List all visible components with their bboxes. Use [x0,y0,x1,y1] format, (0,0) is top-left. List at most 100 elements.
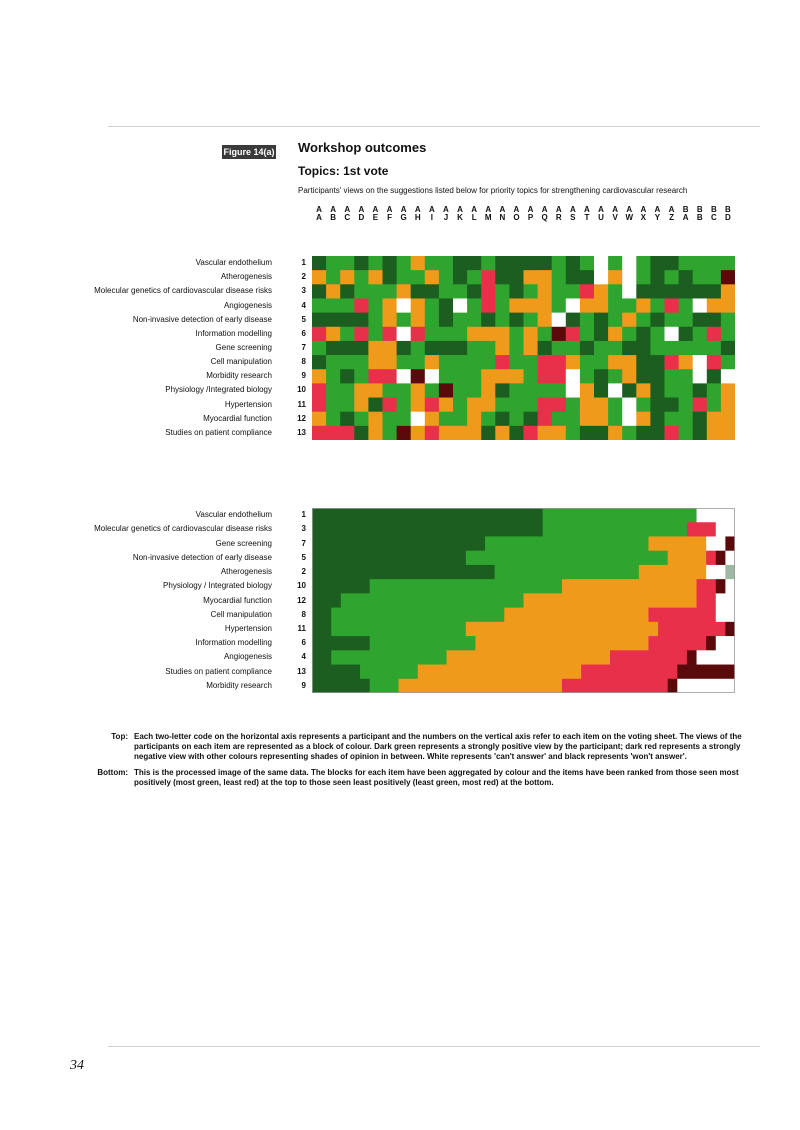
caption-bottom: Bottom: This is the processed image of t… [90,768,750,788]
heatmap-cell [565,411,581,427]
aggregate-segment [715,636,735,651]
heatmap-cell [565,256,581,271]
heatmap-cell [650,355,665,370]
heatmap-cell [720,340,735,356]
heatmap-cell [608,256,623,271]
col-letter-bottom: D [725,213,731,222]
heatmap-cell [326,369,341,384]
heatmap-cell [720,411,735,427]
heatmap-cell [340,340,355,356]
row-number: 5 [301,552,306,562]
heatmap-cell [720,326,735,342]
aggregate-segment [658,621,726,637]
heatmap-cell [523,284,538,299]
heatmap-cell [396,383,412,398]
heatmap-cell [608,284,623,299]
heatmap-cell [608,425,623,440]
heatmap-cell [340,270,355,285]
heatmap-cell [438,284,454,299]
aggregate-segment [706,564,726,580]
col-letter-top: A [499,205,506,214]
heatmap-cell [579,369,595,384]
heatmap-cell [622,397,637,413]
col-letter-bottom: D [358,213,365,222]
heatmap-cell [382,256,397,271]
aggregate-segment [725,564,735,580]
heatmap-cell [523,256,538,271]
top-rule [108,126,760,127]
heatmap-cell [424,340,440,356]
row-number: 5 [301,314,306,324]
col-letter-top: A [640,205,647,214]
heatmap-cell [565,355,581,370]
heatmap-cell [579,425,595,440]
heatmap-cell [720,369,735,384]
heatmap-cell [354,340,369,356]
heatmap-cell [326,340,341,356]
heatmap-cell [537,270,553,285]
heatmap-cell [664,340,679,356]
heatmap-cell [622,340,637,356]
aggregate-segment [677,678,735,693]
heatmap-cell [565,397,581,413]
heatmap-cell [438,312,454,328]
col-letter-top: A [513,205,520,214]
heatmap-cell [664,425,679,440]
heatmap-cell [720,425,735,440]
heatmap-cell [312,284,327,299]
col-letter-bottom: J [443,213,449,222]
heatmap-cell [509,284,524,299]
aggregate-segment [312,593,342,609]
row-number: 2 [301,272,306,282]
row-number: 9 [301,680,306,690]
heatmap-cell [410,326,426,342]
heatmap-cell [326,425,341,440]
col-letter-bottom: H [414,213,421,222]
aggregate-segment [312,508,544,523]
heatmap-cell [678,340,694,356]
heatmap-cell [354,411,369,427]
heatmap-cell [608,355,623,370]
heatmap-cell [692,355,708,370]
heatmap-cell [453,369,468,384]
heatmap-cell [706,312,722,328]
heatmap-cell [453,340,468,356]
aggregate-segment [475,636,649,651]
heatmap-cell [636,326,651,342]
heatmap-cell [481,383,496,398]
heatmap-cell [382,355,397,370]
heatmap-cell [622,298,637,314]
heatmap-cell [340,397,355,413]
heatmap-cell [579,383,595,398]
heatmap-cell [312,340,327,356]
heatmap-cell [551,298,567,314]
heatmap-cell [622,425,637,440]
heatmap-cell [678,383,694,398]
heatmap-cell [565,270,581,285]
heatmap-cell [720,270,735,285]
heatmap-cell [481,411,496,427]
heatmap-cell [481,312,496,328]
heatmap-cell [523,298,538,314]
heatmap-cell [692,284,708,299]
heatmap-cell [664,355,679,370]
row-number: 13 [297,666,306,676]
heatmap-cell [537,369,553,384]
heatmap-cell [523,326,538,342]
heatmap-cell [354,397,369,413]
heatmap-cell [622,411,637,427]
heatmap-cell [706,270,722,285]
page-subtitle: Topics: 1st vote [298,164,389,178]
heatmap-cell [523,270,538,285]
aggregate-segment [667,678,678,693]
col-letter-top: A [316,205,322,214]
heatmap-cell [453,256,468,271]
heatmap-cell [340,383,355,398]
aggregate-segment [360,664,419,680]
heatmap-cell [579,298,595,314]
heatmap-cell [509,397,524,413]
heatmap-cell [608,312,623,328]
page-description: Participants' views on the suggestions l… [298,186,688,195]
col-letter-top: A [626,205,633,214]
heatmap-cell [720,397,735,413]
